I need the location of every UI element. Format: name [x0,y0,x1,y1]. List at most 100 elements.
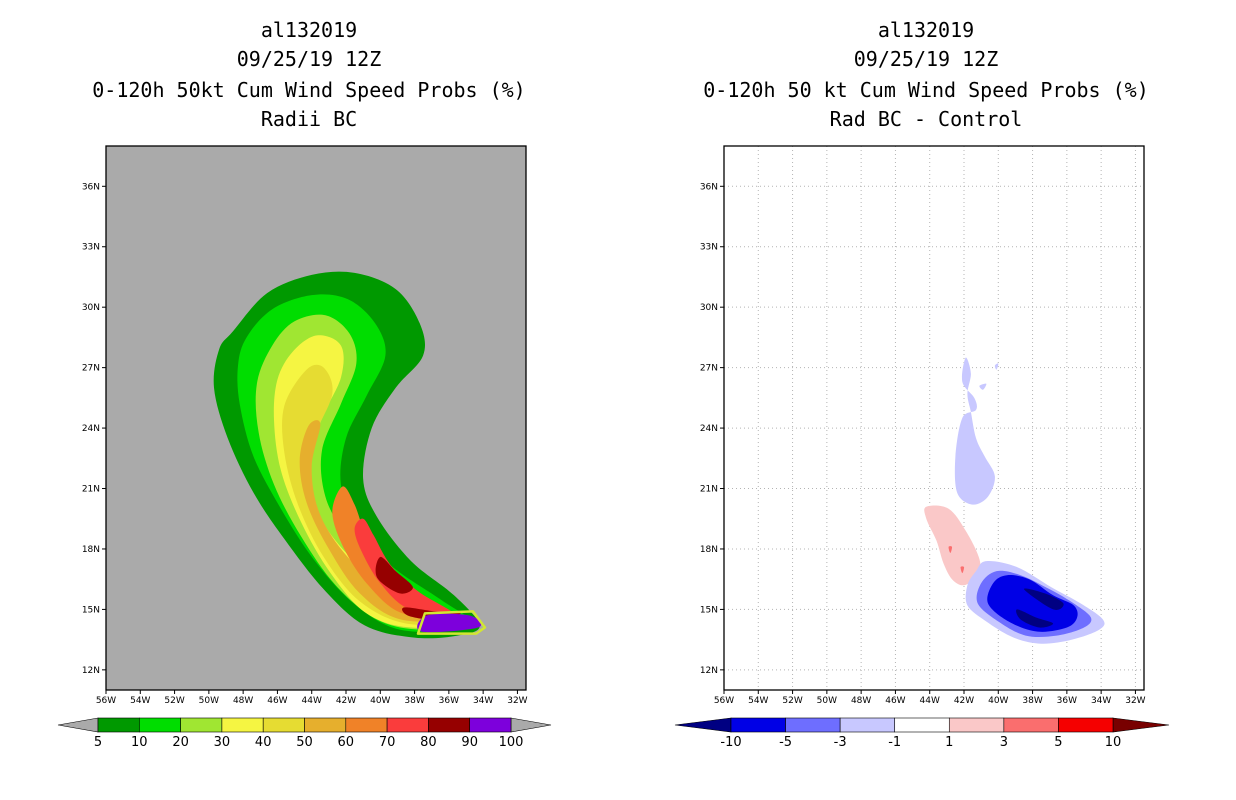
x-tick-label: 50W [817,696,837,706]
colorbar-swatch [386,717,429,733]
x-tick-label: 56W [714,696,734,706]
y-tick-label: 36N [82,182,100,192]
colorbar-swatch [221,717,264,733]
x-tick-label: 32W [1125,696,1145,706]
right-title-line-3: 0-120h 50 kt Cum Wind Speed Probs (%) [703,78,1149,102]
colorbar-swatch [1003,717,1059,733]
contour-minus-1 [954,357,995,505]
colorbar-swatch [785,717,841,733]
colorbar-label: 10 [131,735,148,750]
x-tick-label: 44W [302,696,322,706]
x-tick-label: 34W [1091,696,1111,706]
y-tick-label: 30N [82,303,100,313]
colorbar-label: 90 [461,735,478,750]
axis-ticks: 56W 54W 52W 50W 48W 46W 44W 42W 40W 38W 36W 34W 32W 1… [700,182,1146,706]
left-title-line-1: al132019 [260,18,358,42]
contour-minus-10 [1023,588,1064,610]
plot-background [724,146,1144,690]
colorbar-label: 50 [296,735,313,750]
y-tick-label: 15N [700,605,718,615]
colorbar: -10 -5 -3 -1 1 3 5 10 [674,717,1170,750]
y-tick-label: 12N [82,666,100,676]
colorbar-swatch [180,717,223,733]
contour-80 [375,556,413,594]
colorbar-swatch [469,717,512,733]
colorbar-swatch [139,717,181,733]
colorbar-label: -3 [834,735,847,750]
contour-50 [299,420,463,622]
contour-minus-10 [1016,609,1054,628]
x-tick-label: 40W [370,696,390,706]
colorbar-label: 60 [338,735,355,750]
x-tick-label: 44W [920,696,940,706]
colorbar-swatch [345,717,388,733]
colorbar-swatch [894,717,950,733]
x-tick-label: 54W [748,696,768,706]
y-tick-label: 21N [700,485,718,495]
colorbar-label: 1 [945,735,953,750]
colorbar-label: -10 [720,735,741,750]
y-tick-label: 24N [700,424,718,434]
y-tick-label: 12N [700,666,718,676]
colorbar-low-end [674,717,732,733]
left-title-line-3: 0-120h 50kt Cum Wind Speed Probs (%) [92,78,526,102]
y-tick-label: 27N [700,364,718,374]
colorbar: 5 10 20 30 40 50 60 70 80 90 100 [57,717,552,750]
contour-70 [354,518,456,617]
colorbar-swatch [304,717,347,733]
contour-1 [924,505,981,586]
colorbar-label: -5 [779,735,792,750]
contour-fills [924,357,1105,644]
colorbar-label: 5 [94,735,102,750]
colorbar-label: 30 [214,735,231,750]
map-panel-2: 56W 54W 52W 50W 48W 46W 44W 42W 40W 38W 36W 34W 32W 1… [674,145,1170,750]
colorbar-swatch [839,717,896,733]
colorbar-label: 80 [420,735,437,750]
x-tick-label: 52W [164,696,184,706]
x-tick-label: 46W [267,696,287,706]
x-tick-label: 48W [851,696,871,706]
contour-minus-1 [979,383,987,390]
contour-3 [948,546,953,553]
storm-peak-outline [416,610,487,635]
colorbar-swatch [262,717,305,733]
y-tick-label: 27N [82,364,100,374]
x-tick-label: 32W [507,696,527,706]
y-tick-label: 36N [700,182,718,192]
right-title-line-2: 09/25/19 12Z [853,47,999,71]
colorbar-label: 20 [172,735,189,750]
colorbar-high-end [1112,717,1170,733]
x-tick-label: 34W [473,696,493,706]
y-tick-label: 33N [700,243,718,253]
colorbar-swatch [97,717,140,733]
colorbar-label: 5 [1054,735,1062,750]
x-tick-label: 56W [96,696,116,706]
x-tick-label: 42W [954,696,974,706]
contour-fills [213,271,487,639]
x-tick-label: 50W [199,696,219,706]
right-title-line-1: al132019 [877,18,975,42]
left-title-line-4: Radii BC [260,107,358,131]
left-title-line-2: 09/25/19 12Z [236,47,382,71]
contour-minus-5 [987,575,1078,632]
colorbar-label: 70 [379,735,396,750]
y-tick-label: 18N [700,545,718,555]
x-tick-label: 54W [130,696,150,706]
colorbar-label: 100 [499,735,524,750]
plot-frame [105,145,527,691]
colorbar-label: -1 [888,735,901,750]
y-tick-label: 33N [82,243,100,253]
y-tick-label: 15N [82,605,100,615]
colorbar-swatch [730,717,786,733]
colorbar-low-end [57,717,99,733]
left-title: al132019 09/25/19 12Z 0-120h 50kt Cum Wi… [59,16,559,134]
colorbar-label: 10 [1105,735,1122,750]
contour-90 [417,613,482,633]
colorbar-swatch [428,717,470,733]
x-tick-label: 38W [404,696,424,706]
x-tick-label: 52W [782,696,802,706]
x-tick-label: 40W [988,696,1008,706]
right-title-line-4: Rad BC - Control [829,107,1023,131]
x-tick-label: 36W [439,696,459,706]
